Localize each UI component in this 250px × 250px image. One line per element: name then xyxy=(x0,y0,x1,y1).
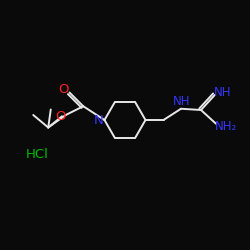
Text: NH₂: NH₂ xyxy=(214,120,237,133)
Text: HCl: HCl xyxy=(26,148,49,162)
Text: O: O xyxy=(59,83,69,96)
Text: N: N xyxy=(94,114,104,126)
Text: NH: NH xyxy=(214,86,232,99)
Text: O: O xyxy=(55,110,66,123)
Text: NH: NH xyxy=(173,95,190,108)
